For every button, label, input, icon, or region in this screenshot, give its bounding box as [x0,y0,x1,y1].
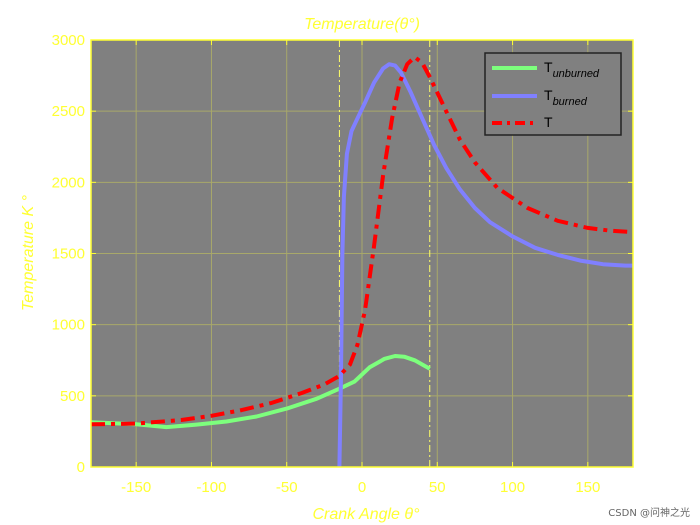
y-axis-label: Temperature K ° [20,194,37,311]
y-tick-label: 2000 [52,174,85,191]
legend-entry: Tunburned [544,59,600,80]
y-tick-label: 2500 [52,103,85,120]
x-tick-label: 50 [429,479,446,496]
x-tick-label: -100 [196,479,226,496]
series-group [90,55,634,468]
y-tick-label: 1000 [52,317,85,334]
watermark: CSDN @问神之光 [608,506,690,519]
legend-entry: T [544,114,553,130]
legend: Tunburned Tburned T [484,52,622,136]
ticks: -150 -100 -50 0 50 100 15005001000150020002500… [52,32,633,496]
y-tick-label: 0 [77,459,85,476]
chart-title: Temperature(θ°) [304,16,420,33]
y-tick-label: 3000 [52,32,85,49]
x-tick-label: -150 [121,479,151,496]
x-tick-label: 150 [575,479,600,496]
x-tick-label: 100 [500,479,525,496]
series-line-total [90,55,634,427]
x-tick-label: -50 [276,479,298,496]
x-tick-label: 0 [358,479,366,496]
legend-entry: Tburned [544,87,588,108]
series-line-burned [337,62,633,468]
x-axis-label: Crank Angle θ° [313,506,421,523]
y-tick-label: 500 [60,388,85,405]
y-tick-label: 1500 [52,246,85,263]
